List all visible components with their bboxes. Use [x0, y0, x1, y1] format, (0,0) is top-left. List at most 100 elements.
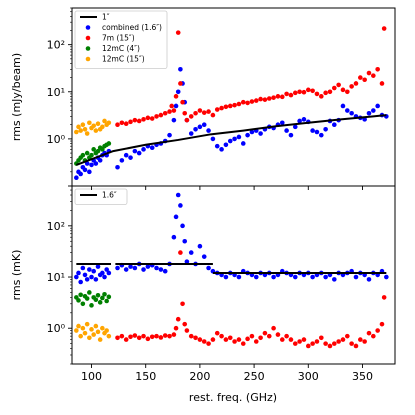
- bottom-12mc-4-point: [104, 298, 109, 304]
- top-7m-15-point: [336, 82, 341, 88]
- top-7m-15-point: [227, 103, 233, 109]
- bottom-7m-15-point: [141, 333, 146, 339]
- bottom-combined-1-6-point: [182, 238, 188, 244]
- bottom-7m-15-point: [188, 333, 194, 339]
- top-7m-15-point: [169, 103, 175, 109]
- top-reference-line: [75, 114, 387, 166]
- bottom-7m-15-point: [178, 250, 183, 255]
- top-combined-1-6-point: [119, 158, 125, 163]
- bottom-12mc-15-point: [104, 328, 109, 333]
- x-tick-label: 200: [189, 370, 210, 383]
- bottom-7m-15-point: [171, 332, 177, 337]
- top-7m-15-point: [214, 107, 220, 112]
- bottom-combined-1-6-point: [353, 274, 359, 280]
- bottom-12mc-15-point: [106, 333, 112, 339]
- top-y-tick-label: 10²: [47, 39, 65, 52]
- bottom-combined-1-6-point: [310, 274, 315, 280]
- top-7m-15-point: [180, 99, 185, 105]
- bottom-combined-1-6-point: [206, 265, 211, 271]
- top-7m-15-point: [132, 117, 138, 123]
- top-combined-1-6-point: [284, 128, 289, 133]
- top-12mc-15-point: [84, 131, 90, 136]
- top-combined-1-6-point: [345, 108, 350, 113]
- bottom-12mc-15-point: [82, 330, 88, 336]
- bottom-combined-1-6-point: [366, 277, 372, 282]
- top-combined-1-6-point: [89, 162, 94, 168]
- bottom-12mc-15-point: [100, 325, 105, 331]
- top-combined-1-6-point: [123, 152, 129, 158]
- bottom-12mc-4-point: [76, 298, 81, 303]
- top-7m-15-point: [310, 88, 315, 94]
- bottom-12mc-4-point: [84, 296, 90, 301]
- top-legend-marker: [85, 46, 91, 51]
- top-12mc-15-point: [87, 120, 92, 126]
- top-legend: [74, 10, 168, 69]
- top-7m-15-point: [379, 81, 385, 86]
- bottom-12mc-15-point: [91, 332, 96, 337]
- bottom-7m-15-point: [323, 341, 328, 346]
- bottom-7m-15-point: [266, 333, 272, 339]
- top-7m-15-point: [340, 87, 346, 93]
- bottom-combined-1-6-point: [93, 277, 99, 282]
- top-7m-15-point: [182, 110, 188, 116]
- bottom-panel: 10⁰ 10¹ 10² rms (mK) 1.6″: [10, 185, 396, 365]
- top-combined-1-6-point: [349, 110, 354, 116]
- bottom-7m-15-point: [149, 334, 155, 340]
- top-combined-1-6-point: [206, 128, 211, 133]
- top-7m-15-point: [149, 116, 155, 121]
- top-7m-15-point: [123, 121, 129, 127]
- top-12mc-4-point: [89, 152, 94, 158]
- top-7m-15-point: [253, 98, 259, 103]
- bottom-7m-15-point: [292, 341, 298, 346]
- bottom-7m-15-point: [136, 335, 142, 341]
- bottom-combined-1-6-point: [292, 274, 298, 280]
- bottom-7m-15-point: [297, 339, 302, 344]
- bottom-7m-15-point: [154, 333, 159, 339]
- bottom-12mc-15-point: [74, 328, 79, 333]
- bottom-12mc-15-point: [78, 333, 83, 339]
- bottom-12mc-4-point: [106, 294, 112, 300]
- bottom-7m-15-point: [336, 339, 341, 344]
- top-7m-15-point: [115, 122, 120, 127]
- top-7m-15-point: [288, 92, 294, 98]
- top-legend-label: 7m (15″): [102, 34, 135, 43]
- bottom-combined-1-6-point: [162, 268, 168, 274]
- bottom-7m-15-point: [279, 337, 285, 342]
- top-7m-15-point: [262, 97, 268, 102]
- top-combined-1-6-point: [279, 120, 285, 126]
- bottom-legend-label: 1.6″: [102, 191, 117, 200]
- bottom-combined-1-6-point: [106, 270, 112, 276]
- bottom-7m-15-point: [145, 336, 151, 342]
- top-12mc-4-point: [95, 148, 101, 154]
- bottom-7m-15-point: [275, 332, 281, 337]
- bottom-7m-15-point: [271, 325, 276, 331]
- bottom-7m-15-point: [197, 337, 203, 342]
- top-combined-1-6-point: [78, 171, 83, 177]
- bottom-legend: [74, 188, 128, 205]
- top-combined-1-6-point: [375, 103, 380, 109]
- bottom-12mc-4-point: [78, 292, 83, 298]
- top-7m-15-point: [353, 81, 359, 86]
- bottom-combined-1-6-point: [223, 274, 229, 280]
- bottom-combined-1-6-point: [80, 265, 86, 271]
- bottom-7m-15-point: [162, 333, 168, 338]
- bottom-combined-1-6-point: [201, 254, 207, 259]
- top-12mc-4-point: [80, 152, 86, 158]
- bottom-y-tick-label: 10⁰: [47, 322, 66, 335]
- bottom-7m-15-point: [345, 333, 350, 339]
- top-7m-15-point: [232, 102, 237, 108]
- top-7m-15-point: [371, 73, 376, 78]
- top-combined-1-6-point: [188, 131, 194, 136]
- top-7m-15-point: [171, 108, 177, 113]
- bottom-combined-1-6-point: [87, 267, 92, 272]
- bottom-y-tick-label: 10²: [47, 220, 65, 233]
- bottom-7m-15-point: [184, 328, 190, 333]
- top-7m-15-point: [305, 87, 311, 93]
- bottom-7m-15-point: [305, 343, 311, 349]
- bottom-y-tick-label: 10¹: [47, 271, 65, 284]
- bottom-7m-15-point: [223, 337, 229, 342]
- top-7m-15-point: [284, 91, 289, 97]
- top-7m-15-point: [258, 96, 263, 102]
- bottom-7m-15-point: [175, 316, 181, 322]
- top-combined-1-6-point: [197, 124, 203, 130]
